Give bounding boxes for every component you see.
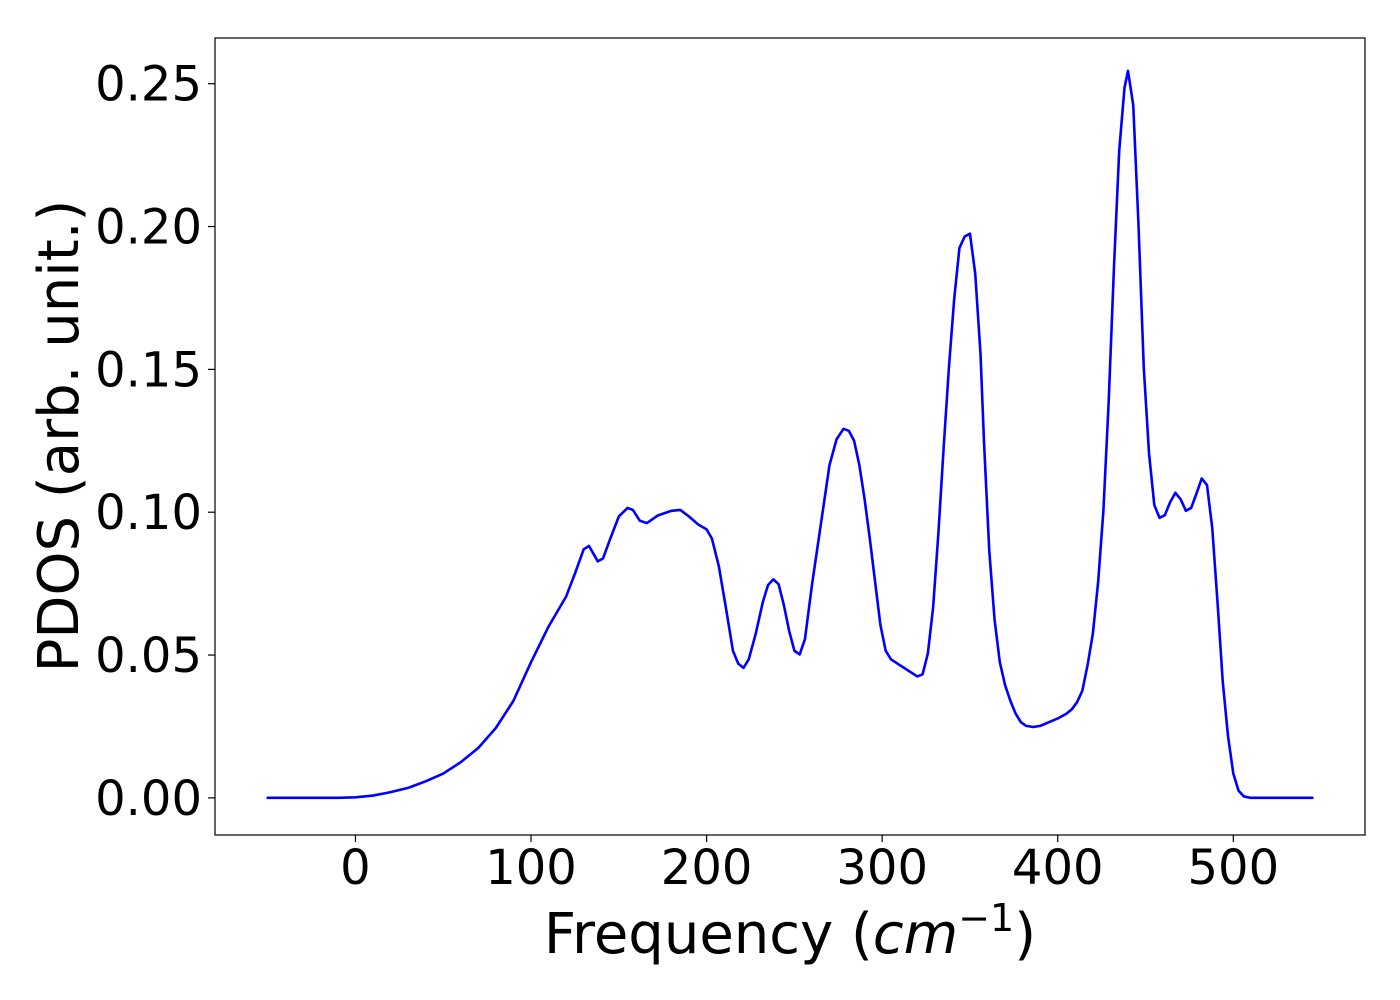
plot-frame — [214, 37, 1366, 836]
x-tick-label: 500 — [1188, 840, 1280, 896]
y-tick-label: 0.15 — [95, 342, 202, 398]
x-axis-label-suffix: ) — [1014, 902, 1036, 967]
y-axis-label: PDOS (arb. unit.) — [27, 200, 92, 673]
y-tick-label: 0.05 — [95, 628, 202, 684]
y-tick-label: 0.25 — [95, 57, 202, 113]
y-tick-label: 0.10 — [95, 485, 202, 541]
x-axis-label-prefix: Frequency ( — [544, 902, 873, 967]
y-axis-ticks: 0.00 0.05 0.10 0.15 0.20 0.25 — [95, 57, 215, 827]
y-tick-label: 0.20 — [95, 200, 202, 256]
x-axis-label: Frequency (cm−1) — [544, 896, 1036, 967]
x-tick-label: 300 — [836, 840, 928, 896]
pdos-series-line — [266, 69, 1314, 800]
plot-area — [215, 38, 1365, 835]
x-tick-label: 0 — [340, 840, 371, 896]
x-tick-label: 400 — [1012, 840, 1104, 896]
x-axis-ticks: 0 100 200 300 400 500 — [340, 835, 1279, 896]
y-tick-label: 0.00 — [95, 771, 202, 827]
x-tick-label: 200 — [661, 840, 753, 896]
series-layer — [266, 69, 1314, 800]
x-axis-label-unit: cm — [873, 902, 958, 967]
x-axis-label-exponent: −1 — [958, 896, 1014, 940]
x-tick-label: 100 — [485, 840, 577, 896]
